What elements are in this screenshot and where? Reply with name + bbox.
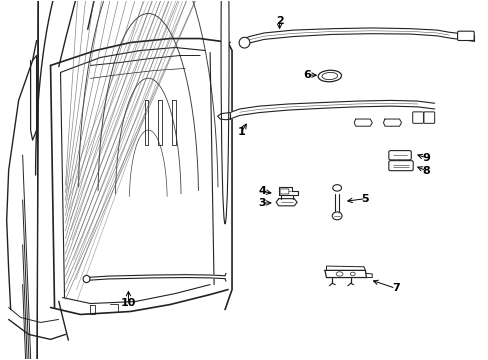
Ellipse shape <box>331 212 341 220</box>
Ellipse shape <box>318 70 341 82</box>
FancyBboxPatch shape <box>388 150 410 160</box>
Polygon shape <box>278 187 298 195</box>
Text: 6: 6 <box>303 70 310 80</box>
FancyBboxPatch shape <box>388 161 412 171</box>
Text: 8: 8 <box>422 166 429 176</box>
Polygon shape <box>217 113 229 120</box>
Text: 9: 9 <box>422 153 429 163</box>
Ellipse shape <box>332 185 341 191</box>
Polygon shape <box>276 199 297 206</box>
Polygon shape <box>353 119 371 126</box>
Text: 2: 2 <box>275 17 283 27</box>
Text: 3: 3 <box>258 198 266 208</box>
Polygon shape <box>242 28 473 45</box>
Ellipse shape <box>349 272 354 276</box>
Polygon shape <box>229 100 434 119</box>
Text: 1: 1 <box>237 127 245 136</box>
Ellipse shape <box>239 37 249 48</box>
FancyBboxPatch shape <box>457 31 473 41</box>
Polygon shape <box>86 275 224 280</box>
Ellipse shape <box>322 72 337 80</box>
Polygon shape <box>383 119 401 126</box>
Polygon shape <box>325 270 366 278</box>
FancyBboxPatch shape <box>280 189 288 194</box>
FancyBboxPatch shape <box>412 112 423 123</box>
FancyBboxPatch shape <box>423 112 434 123</box>
Ellipse shape <box>221 0 228 224</box>
Text: 10: 10 <box>121 298 136 309</box>
Ellipse shape <box>83 275 90 283</box>
Text: 4: 4 <box>258 186 266 197</box>
Text: 7: 7 <box>391 283 399 293</box>
Ellipse shape <box>335 272 342 276</box>
Text: 5: 5 <box>361 194 368 204</box>
